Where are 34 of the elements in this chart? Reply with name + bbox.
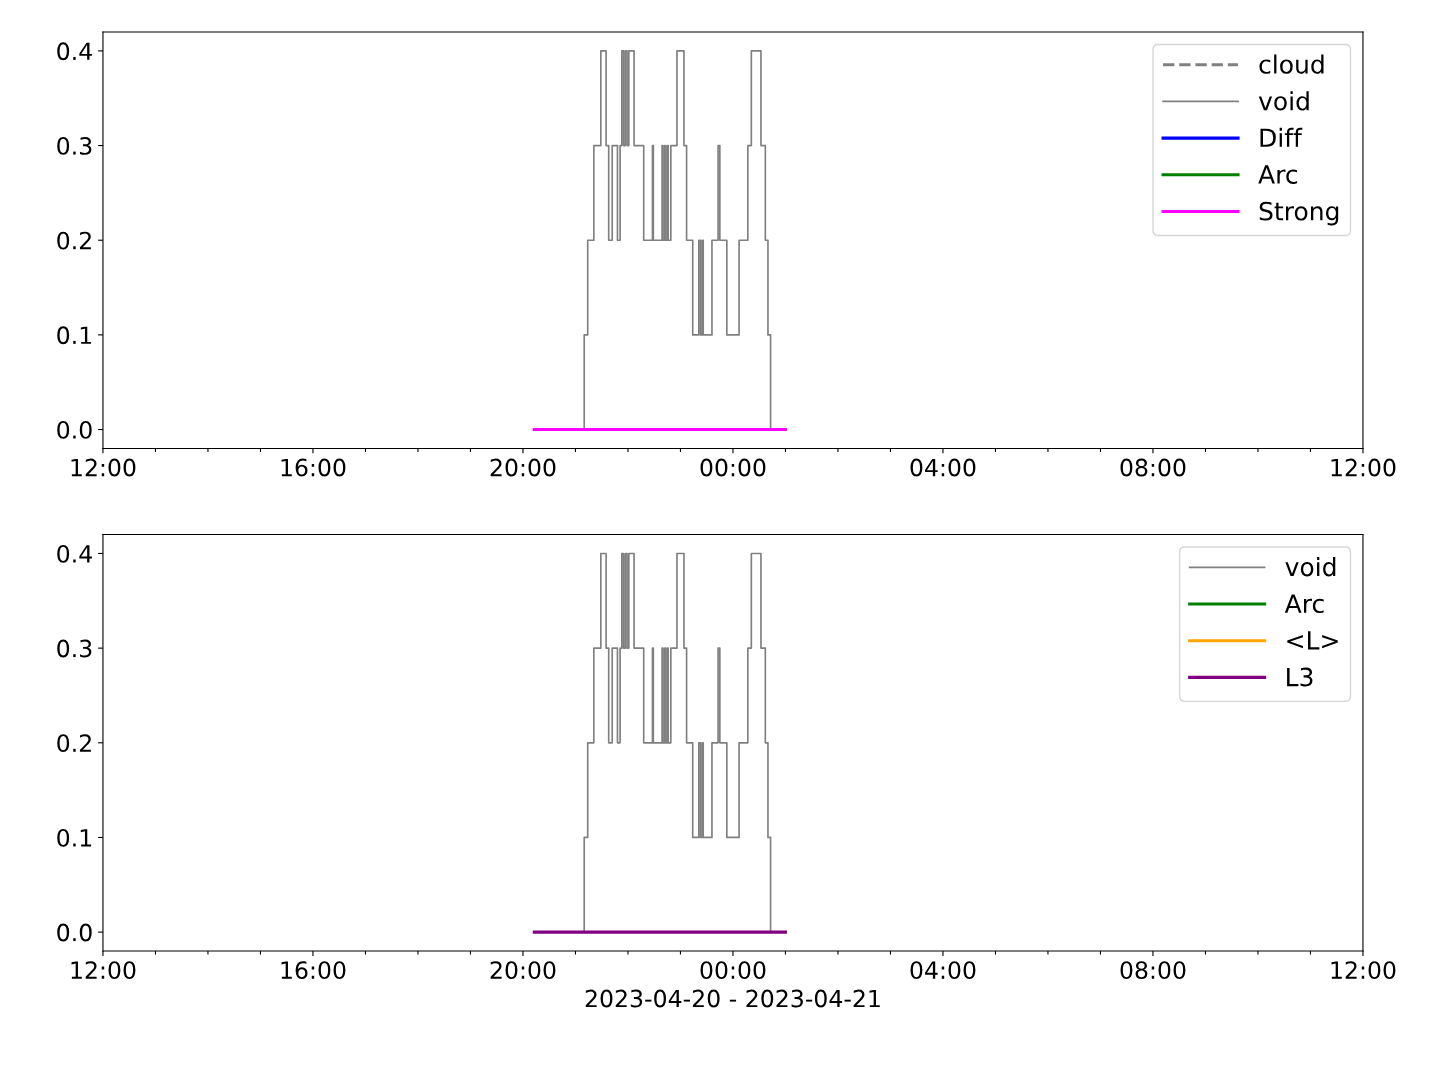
legend-label: <L> — [1287, 631, 1338, 650]
y-tick-label: 0.2 — [57, 231, 91, 250]
y-tick-label: 0.0 — [57, 923, 92, 942]
legend-label: cloud — [1259, 54, 1324, 74]
x-tick-label: 04:00 — [910, 961, 976, 980]
y-tick-label: 0.2 — [57, 734, 91, 753]
x-tick-label: 08:00 — [1120, 961, 1186, 980]
x-tick-label: 12:00 — [1331, 458, 1396, 477]
legend-label: Diff — [1260, 127, 1303, 147]
x-tick-label: 08:00 — [1120, 458, 1186, 477]
y-tick-label: 0.1 — [57, 828, 92, 847]
x-tick-label: 12:00 — [1331, 961, 1396, 980]
x-tick-label: 00:00 — [700, 961, 766, 980]
legend-label: Arc — [1258, 165, 1298, 184]
x-tick-label: 00:00 — [700, 458, 766, 477]
y-tick-label: 0.0 — [57, 420, 92, 439]
x-axis-title: 2023-04-20 - 2023-04-21 — [585, 989, 880, 1008]
x-tick-label: 12:00 — [71, 961, 136, 980]
legend-label: Strong — [1259, 201, 1339, 226]
x-tick-label: 04:00 — [910, 458, 976, 477]
y-tick-label: 0.4 — [57, 42, 92, 61]
y-tick-label: 0.1 — [57, 326, 92, 345]
y-tick-label: 0.4 — [57, 544, 92, 563]
legend-label: void — [1258, 91, 1309, 111]
legend-label: Arc — [1284, 594, 1324, 614]
x-tick-label: 20:00 — [490, 458, 556, 477]
x-tick-label: 16:00 — [281, 961, 346, 980]
legend-label: L3 — [1287, 667, 1313, 687]
y-tick-label: 0.3 — [57, 137, 92, 155]
x-tick-label: 16:00 — [281, 458, 346, 477]
x-tick-label: 12:00 — [71, 458, 136, 477]
legend-label: void — [1285, 557, 1336, 577]
y-tick-label: 0.3 — [57, 639, 92, 658]
x-tick-label: 20:00 — [490, 961, 556, 980]
